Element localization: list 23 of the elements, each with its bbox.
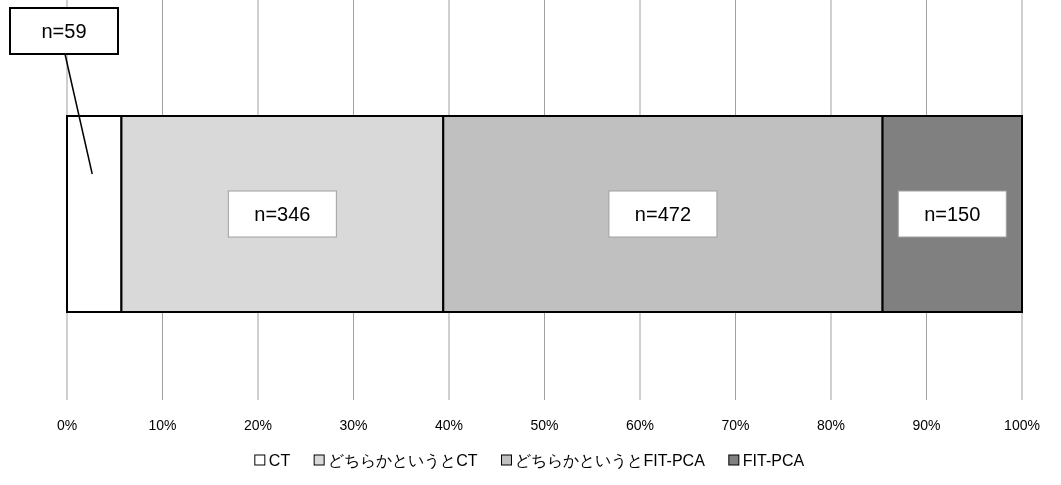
x-tick-label: 90%	[912, 417, 941, 433]
legend-label: CT	[268, 452, 291, 469]
x-tick-label: 80%	[816, 417, 846, 433]
annotation: n=346	[227, 190, 337, 238]
x-tick-label: 30%	[339, 417, 368, 433]
x-tick-label: 10%	[148, 417, 177, 433]
x-tick-label: 50%	[530, 417, 559, 433]
annotation: n=472	[608, 190, 718, 238]
annotation: n=59	[9, 7, 119, 175]
x-tick-label: 40%	[434, 417, 464, 433]
x-tick-label: 100%	[1004, 417, 1040, 433]
x-tick-label: 60%	[625, 417, 655, 433]
x-tick-label: 0%	[56, 417, 78, 433]
x-tick-label: 20%	[243, 417, 273, 433]
annotation: n=346	[254, 203, 311, 225]
annotation: n=59	[41, 20, 87, 42]
legend-label: どちらかというとFIT-PCA	[515, 452, 706, 470]
annotation: n=472	[634, 203, 692, 225]
annotation: n=150	[924, 203, 981, 225]
x-tick-label: 70%	[721, 417, 750, 433]
annotation: n=150	[897, 190, 1007, 238]
legend-label: FIT-PCA	[742, 452, 805, 469]
legend-label: どちらかというとCT	[328, 452, 478, 470]
